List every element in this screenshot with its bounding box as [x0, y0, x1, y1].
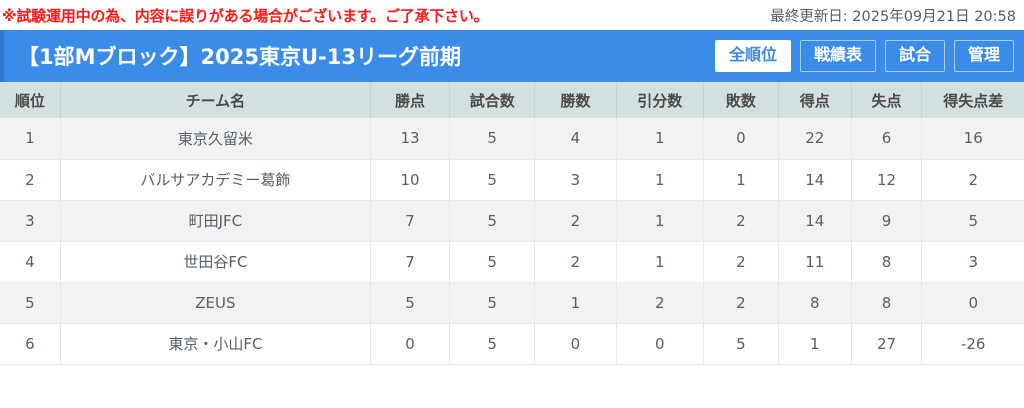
- cell-games: 5: [449, 159, 536, 201]
- cell-games: 5: [449, 323, 536, 365]
- cell-goal-diff: 0: [921, 282, 1024, 324]
- cell-rank: 1: [0, 118, 61, 160]
- cell-team[interactable]: 町田JFC: [60, 200, 371, 242]
- cell-rank: 2: [0, 159, 61, 201]
- cell-draws: 0: [616, 323, 704, 365]
- cell-wins: 0: [534, 323, 617, 365]
- cell-draws: 1: [616, 118, 704, 160]
- cell-draws: 2: [616, 282, 704, 324]
- cell-points: 7: [370, 241, 451, 283]
- cell-goals-against: 9: [851, 200, 923, 242]
- cell-rank: 6: [0, 323, 61, 365]
- cell-games: 5: [449, 282, 536, 324]
- table-row[interactable]: 4 世田谷FC 7 5 2 1 2 11 8 3: [0, 241, 1024, 283]
- league-header-bar: 【1部Mブロック】2025東京U-13リーグ前期 全順位 戦績表 試合 管理: [0, 30, 1024, 82]
- tab-matches[interactable]: 試合: [884, 39, 945, 73]
- cell-team[interactable]: バルサアカデミー葛飾: [60, 159, 371, 201]
- cell-goals-against: 8: [851, 241, 923, 283]
- cell-team[interactable]: 東京久留米: [60, 118, 371, 160]
- cell-wins: 1: [534, 282, 617, 324]
- column-header-points[interactable]: 勝点: [370, 82, 451, 118]
- cell-team[interactable]: 東京・小山FC: [60, 323, 371, 365]
- cell-goals-against: 8: [851, 282, 923, 324]
- cell-points: 7: [370, 200, 451, 242]
- column-header-goal-diff[interactable]: 得失点差: [921, 82, 1024, 118]
- table-row[interactable]: 6 東京・小山FC 0 5 0 0 5 1 27 -26: [0, 323, 1024, 365]
- page-title: 【1部Mブロック】2025東京U-13リーグ前期: [18, 45, 461, 69]
- cell-goal-diff: -26: [921, 323, 1024, 365]
- cell-goals-for: 22: [778, 118, 852, 160]
- cell-wins: 3: [534, 159, 617, 201]
- cell-points: 10: [370, 159, 451, 201]
- cell-goal-diff: 3: [921, 241, 1024, 283]
- cell-rank: 4: [0, 241, 61, 283]
- cell-wins: 4: [534, 118, 617, 160]
- cell-wins: 2: [534, 241, 617, 283]
- column-header-losses[interactable]: 敗数: [703, 82, 779, 118]
- cell-goal-diff: 16: [921, 118, 1024, 160]
- column-header-rank[interactable]: 順位: [0, 82, 61, 118]
- table-row[interactable]: 1 東京久留米 13 5 4 1 0 22 6 16: [0, 118, 1024, 160]
- cell-wins: 2: [534, 200, 617, 242]
- column-header-games[interactable]: 試合数: [449, 82, 536, 118]
- cell-points: 13: [370, 118, 451, 160]
- cell-goals-against: 27: [851, 323, 923, 365]
- column-header-wins[interactable]: 勝数: [534, 82, 617, 118]
- cell-rank: 3: [0, 200, 61, 242]
- cell-goal-diff: 5: [921, 200, 1024, 242]
- tab-results-table[interactable]: 戦績表: [799, 39, 876, 73]
- tab-all-standings[interactable]: 全順位: [714, 39, 791, 73]
- cell-losses: 2: [703, 282, 779, 324]
- cell-goals-for: 14: [778, 200, 852, 242]
- table-row[interactable]: 2 バルサアカデミー葛飾 10 5 3 1 1 14 12 2: [0, 159, 1024, 201]
- cell-losses: 2: [703, 241, 779, 283]
- table-body: 1 東京久留米 13 5 4 1 0 22 6 16 2 バルサアカデミー葛飾 …: [0, 118, 1024, 365]
- cell-team[interactable]: 世田谷FC: [60, 241, 371, 283]
- cell-games: 5: [449, 241, 536, 283]
- cell-goals-against: 12: [851, 159, 923, 201]
- cell-points: 0: [370, 323, 451, 365]
- cell-games: 5: [449, 118, 536, 160]
- cell-rank: 5: [0, 282, 61, 324]
- cell-draws: 1: [616, 241, 704, 283]
- cell-goals-for: 11: [778, 241, 852, 283]
- table-row[interactable]: 3 町田JFC 7 5 2 1 2 14 9 5: [0, 200, 1024, 242]
- warning-text: ※試験運用中の為、内容に誤りがある場合がございます。ご了承下さい。: [2, 6, 489, 25]
- column-header-goals-against[interactable]: 失点: [851, 82, 923, 118]
- cell-losses: 1: [703, 159, 779, 201]
- last-updated-text: 最終更新日: 2025年09月21日 20:58: [770, 8, 1016, 25]
- cell-draws: 1: [616, 159, 704, 201]
- header-button-group: 全順位 戦績表 試合 管理: [714, 39, 1014, 73]
- cell-goals-against: 6: [851, 118, 923, 160]
- cell-games: 5: [449, 200, 536, 242]
- cell-losses: 5: [703, 323, 779, 365]
- cell-losses: 0: [703, 118, 779, 160]
- column-header-goals-for[interactable]: 得点: [778, 82, 852, 118]
- tab-admin[interactable]: 管理: [953, 39, 1014, 73]
- notice-bar: ※試験運用中の為、内容に誤りがある場合がございます。ご了承下さい。 最終更新日:…: [0, 0, 1024, 30]
- cell-points: 5: [370, 282, 451, 324]
- table-head: 順位 チーム名 勝点 試合数 勝数 引分数 敗数 得点 失点 得失点差: [0, 82, 1024, 118]
- table-header-row: 順位 チーム名 勝点 試合数 勝数 引分数 敗数 得点 失点 得失点差: [0, 82, 1024, 118]
- standings-table: 順位 チーム名 勝点 試合数 勝数 引分数 敗数 得点 失点 得失点差 1 東京…: [0, 82, 1024, 365]
- column-header-team[interactable]: チーム名: [60, 82, 371, 118]
- cell-goals-for: 1: [778, 323, 852, 365]
- cell-team[interactable]: ZEUS: [60, 282, 371, 324]
- table-row[interactable]: 5 ZEUS 5 5 1 2 2 8 8 0: [0, 282, 1024, 324]
- cell-goal-diff: 2: [921, 159, 1024, 201]
- cell-losses: 2: [703, 200, 779, 242]
- cell-goals-for: 8: [778, 282, 852, 324]
- column-header-draws[interactable]: 引分数: [616, 82, 704, 118]
- cell-goals-for: 14: [778, 159, 852, 201]
- cell-draws: 1: [616, 200, 704, 242]
